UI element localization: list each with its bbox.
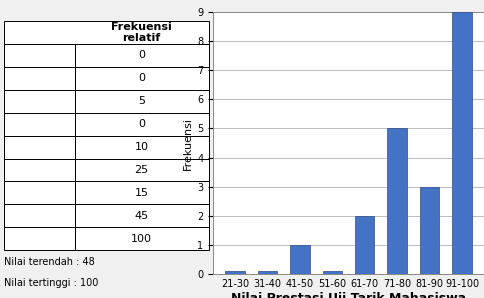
Bar (420, 187, 439, 274)
Bar (75, 159, 209, 181)
Bar (4, 67, 75, 90)
Bar (75, 227, 209, 250)
X-axis label: Nilai Prestasi Uji Tarik Mahasiswa: Nilai Prestasi Uji Tarik Mahasiswa (231, 292, 466, 298)
Bar (75, 44, 209, 67)
Bar (4, 90, 75, 113)
Y-axis label: Frekuensi: Frekuensi (183, 117, 193, 170)
Bar (4, 21, 209, 44)
Bar (4, 181, 75, 204)
Text: 25: 25 (135, 165, 149, 175)
Text: 0: 0 (138, 119, 145, 129)
Bar (322, 271, 342, 274)
Text: 0: 0 (138, 50, 145, 60)
Bar (75, 67, 209, 90)
Bar (452, 12, 472, 274)
Bar (225, 271, 245, 274)
Text: 100: 100 (131, 234, 152, 244)
Bar (4, 44, 75, 67)
Text: Nilai terendah : 48: Nilai terendah : 48 (4, 257, 95, 267)
Bar (4, 227, 75, 250)
Text: 45: 45 (135, 211, 149, 221)
Text: Frekuensi
relatif: Frekuensi relatif (111, 21, 172, 43)
Bar (257, 271, 277, 274)
Bar (75, 204, 209, 227)
Bar (4, 204, 75, 227)
Bar (387, 128, 407, 274)
Bar (75, 181, 209, 204)
Text: Nilai tertinggi : 100: Nilai tertinggi : 100 (4, 278, 99, 288)
Text: 15: 15 (135, 188, 149, 198)
Bar (290, 245, 310, 274)
Text: 10: 10 (135, 142, 149, 152)
Bar (75, 113, 209, 136)
Bar (355, 216, 375, 274)
Bar (75, 136, 209, 159)
Bar (4, 113, 75, 136)
Bar (4, 159, 75, 181)
Text: 5: 5 (138, 96, 145, 106)
Bar (75, 90, 209, 113)
Text: 0: 0 (138, 73, 145, 83)
Bar (4, 136, 75, 159)
